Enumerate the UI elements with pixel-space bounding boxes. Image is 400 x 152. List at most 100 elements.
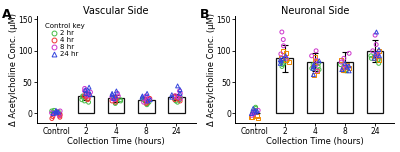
Point	[253, 111, 259, 113]
Point	[172, 98, 178, 101]
Point	[144, 104, 150, 106]
Point	[282, 55, 289, 57]
Point	[176, 98, 183, 101]
Point	[81, 90, 88, 92]
Point	[278, 57, 284, 60]
Point	[312, 61, 318, 63]
Point	[143, 98, 149, 101]
Point	[310, 65, 316, 68]
Point	[346, 52, 352, 55]
Point	[140, 98, 146, 101]
Point	[54, 111, 60, 113]
Point	[50, 111, 56, 113]
Point	[342, 68, 349, 71]
Point	[371, 57, 378, 60]
Point	[339, 68, 345, 71]
Point	[252, 109, 259, 112]
Point	[343, 66, 349, 68]
Point	[309, 67, 315, 70]
Point	[343, 65, 349, 68]
Point	[280, 38, 286, 41]
Point	[376, 55, 383, 57]
Point	[80, 95, 86, 97]
Point	[176, 90, 183, 92]
Point	[56, 115, 63, 117]
Point	[50, 115, 56, 118]
Point	[314, 70, 320, 72]
Point	[172, 95, 178, 97]
Point	[113, 90, 120, 92]
Point	[283, 57, 289, 60]
Point	[57, 110, 63, 112]
Point	[343, 70, 349, 72]
Point	[250, 107, 256, 110]
Point	[278, 53, 284, 55]
Point	[55, 111, 62, 113]
Point	[85, 101, 92, 103]
Point	[282, 52, 289, 55]
Point	[175, 97, 181, 100]
Point	[144, 100, 150, 102]
Y-axis label: Δ Acetylcholine Conc. (μM): Δ Acetylcholine Conc. (μM)	[9, 13, 18, 126]
Point	[311, 73, 317, 76]
Point	[249, 115, 255, 118]
Point	[112, 96, 118, 98]
Point	[112, 102, 118, 105]
Point	[112, 101, 119, 103]
Point	[340, 67, 346, 70]
Point	[337, 63, 344, 66]
Point	[283, 59, 289, 61]
Bar	[336, 62, 353, 114]
Bar	[306, 62, 323, 114]
Point	[85, 97, 92, 100]
Point	[57, 114, 64, 116]
Point	[177, 100, 183, 102]
Text: B: B	[200, 8, 210, 21]
Point	[279, 31, 285, 33]
Point	[315, 62, 322, 65]
Point	[374, 55, 381, 57]
Point	[341, 66, 347, 68]
Point	[140, 101, 147, 103]
Point	[177, 92, 184, 95]
Point	[144, 101, 150, 103]
Point	[316, 60, 322, 62]
Point	[82, 87, 88, 90]
Point	[56, 114, 62, 117]
Point	[339, 68, 346, 71]
Bar	[78, 96, 94, 114]
Bar	[108, 98, 124, 114]
Point	[114, 92, 121, 95]
Point	[338, 61, 344, 63]
Point	[174, 85, 181, 87]
Point	[144, 92, 150, 95]
Bar	[276, 58, 293, 114]
Point	[48, 110, 55, 112]
Point	[341, 57, 347, 60]
Point	[252, 106, 259, 108]
Legend: 2 hr, 4 hr, 8 hr, 24 hr: 2 hr, 4 hr, 8 hr, 24 hr	[43, 22, 86, 59]
Point	[316, 68, 322, 71]
Point	[86, 86, 92, 88]
Point	[87, 91, 94, 93]
Point	[372, 53, 378, 55]
Point	[310, 73, 317, 76]
Point	[251, 112, 257, 114]
Point	[174, 101, 181, 103]
Point	[109, 96, 115, 98]
Point	[82, 92, 89, 95]
Point	[373, 31, 380, 33]
Point	[251, 110, 257, 113]
Point	[252, 107, 259, 110]
Bar	[168, 97, 184, 114]
Point	[144, 100, 151, 102]
Point	[249, 112, 255, 115]
Point	[250, 111, 257, 113]
Point	[344, 66, 350, 68]
Point	[314, 70, 320, 72]
Bar	[138, 100, 154, 114]
Point	[110, 97, 116, 100]
Bar	[51, 112, 61, 114]
Point	[368, 55, 374, 57]
Point	[278, 61, 284, 63]
